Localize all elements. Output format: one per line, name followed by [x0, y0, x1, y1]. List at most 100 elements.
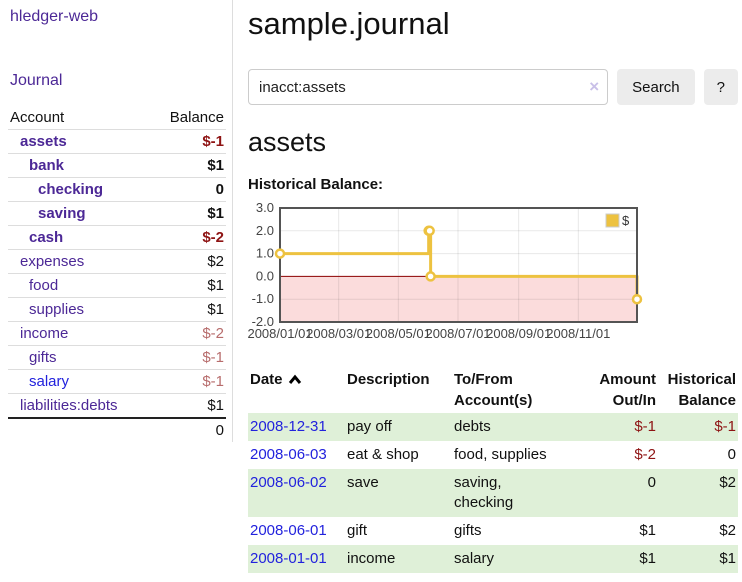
account-name-cell: salary	[8, 369, 152, 394]
search-button[interactable]: Search	[617, 69, 695, 105]
account-link[interactable]: assets	[20, 133, 67, 150]
account-link[interactable]: bank	[29, 157, 65, 174]
transaction-date-link[interactable]: 2008-12-31	[250, 418, 327, 435]
app-title-link[interactable]: hledger-web	[10, 8, 99, 25]
account-name-cell: food	[8, 273, 152, 298]
account-link[interactable]: liabilities:debts	[20, 397, 118, 414]
accounts-total-spacer	[8, 417, 152, 442]
x-axis-tick-label: 2008/05/01	[366, 326, 431, 341]
register-header-balance: Historical Balance	[658, 367, 738, 413]
y-axis-tick-label: 3.0	[256, 201, 274, 215]
account-name-cell: cash	[8, 225, 152, 250]
account-balance: $-2	[151, 225, 226, 250]
transaction-amount-cell: 0	[647, 474, 656, 491]
clear-search-icon[interactable]: ×	[589, 77, 600, 96]
account-link[interactable]: salary	[29, 373, 70, 390]
account-row: supplies $1	[8, 297, 226, 322]
chart-svg: $3.0 2.0 1.0 0.0 -1.0 -2.02008/01/012008/03/0…	[247, 200, 643, 341]
register-header-balance-line1: Historical	[667, 371, 736, 388]
account-link[interactable]: saving	[38, 205, 86, 222]
account-row: assets $-1	[8, 129, 226, 154]
transaction-accounts-cell: gifts	[454, 522, 482, 539]
transaction-balance-cell: $2	[719, 522, 736, 539]
x-axis-tick-label: 2008/09/01	[486, 326, 551, 341]
y-axis-tick-label: 0.0	[256, 268, 274, 283]
account-balance: $-2	[151, 321, 226, 346]
account-link[interactable]: supplies	[29, 301, 85, 318]
chart-negative-region	[280, 276, 637, 322]
account-row: liabilities:debts $1	[8, 393, 226, 418]
accounts-header-balance: Balance	[151, 106, 226, 130]
transaction-description-cell: gift	[347, 522, 368, 539]
search-input[interactable]	[248, 69, 609, 105]
transaction-balance-cell: $1	[719, 550, 736, 567]
transaction-description-cell: income	[347, 550, 396, 567]
account-row: gifts $-1	[8, 345, 226, 370]
register-header-description: Description	[347, 371, 430, 388]
account-row: cash $-2	[8, 225, 226, 250]
transaction-amount-cell: $1	[639, 550, 656, 567]
transaction-description-cell: eat & shop	[347, 446, 419, 463]
transaction-balance-cell: $-1	[714, 418, 736, 435]
register-header-date-label: Date	[250, 371, 283, 388]
x-axis-tick-label: 2008/11/01	[546, 326, 610, 341]
account-link[interactable]: gifts	[29, 349, 57, 366]
account-link[interactable]: cash	[29, 229, 64, 246]
accounts-total-balance: 0	[151, 417, 226, 442]
chart-data-point	[424, 225, 435, 237]
chart-title: Historical Balance:	[248, 176, 384, 193]
sidebar-item-journal[interactable]: Journal	[10, 72, 63, 89]
account-name-cell: liabilities:debts	[8, 393, 152, 418]
x-axis-tick-label: 2008/07/01	[425, 326, 490, 341]
transaction-date-cell: 2008-12-31	[248, 413, 345, 441]
transaction-row: 2008-06-01 gift gifts $1 $2	[248, 517, 738, 545]
transaction-amount-cell: $-1	[634, 418, 656, 435]
register-header-amount-line2: Out/In	[612, 392, 656, 409]
account-link[interactable]: food	[29, 277, 59, 294]
register-table: Date Description To/From Account(s) Amou…	[248, 367, 738, 573]
transaction-description-cell: save	[347, 474, 379, 491]
register-header-row: Date Description To/From Account(s) Amou…	[248, 367, 738, 413]
register-header-balance-line2: Balance	[678, 392, 736, 409]
transaction-accounts-cell: food, supplies	[454, 446, 547, 463]
historical-balance-chart[interactable]: $3.0 2.0 1.0 0.0 -1.0 -2.0 2008/01/01 2008/03/0…	[247, 200, 738, 354]
register-header-accounts: To/From Account(s)	[452, 367, 592, 413]
search-form: × Search ?	[248, 69, 738, 105]
page-title: sample.journal	[248, 6, 450, 41]
search-input-wrap: ×	[248, 69, 609, 105]
account-balance: $1	[151, 273, 226, 298]
account-name-cell: saving	[8, 201, 152, 226]
legend-label: $	[622, 213, 630, 228]
transaction-date-link[interactable]: 2008-06-01	[250, 522, 327, 539]
transaction-date-link[interactable]: 2008-01-01	[250, 550, 327, 567]
account-name-cell: supplies	[8, 297, 152, 322]
account-balance: $1	[151, 297, 226, 322]
account-link[interactable]: checking	[38, 181, 104, 198]
transaction-accounts-cell: saving, checking	[454, 474, 514, 511]
account-name-cell: income	[8, 321, 152, 346]
register-header-date[interactable]: Date	[248, 367, 345, 413]
account-name-cell: gifts	[8, 345, 152, 370]
sort-ascending-icon	[288, 374, 301, 384]
chart-data-point	[425, 271, 436, 282]
account-name-cell: bank	[8, 153, 152, 178]
account-heading: assets	[248, 127, 327, 157]
account-balance: $2	[151, 249, 226, 274]
transaction-row: 2008-06-02 save saving, checking 0 $2	[248, 469, 738, 517]
transaction-date-link[interactable]: 2008-06-02	[250, 474, 327, 491]
help-button[interactable]: ?	[703, 69, 738, 105]
transaction-description-cell: pay off	[347, 418, 392, 435]
transaction-date-link[interactable]: 2008-06-03	[250, 446, 327, 463]
account-name-cell: assets	[8, 129, 152, 154]
account-link[interactable]: income	[20, 325, 69, 342]
account-balance: $1	[151, 153, 226, 178]
accounts-header-row: Account Balance	[8, 106, 226, 130]
transaction-amount-cell: $-2	[634, 446, 656, 463]
account-link[interactable]: expenses	[20, 253, 85, 270]
x-axis-tick-label: 2008/01/01	[248, 326, 313, 341]
y-axis-tick-label: -1.0	[252, 291, 274, 306]
chart-border	[279, 207, 638, 323]
accounts-header-account: Account	[8, 106, 152, 130]
sidebar: hledger-web Journal Account Balance asse…	[0, 0, 233, 442]
account-row: saving $1	[8, 201, 226, 226]
